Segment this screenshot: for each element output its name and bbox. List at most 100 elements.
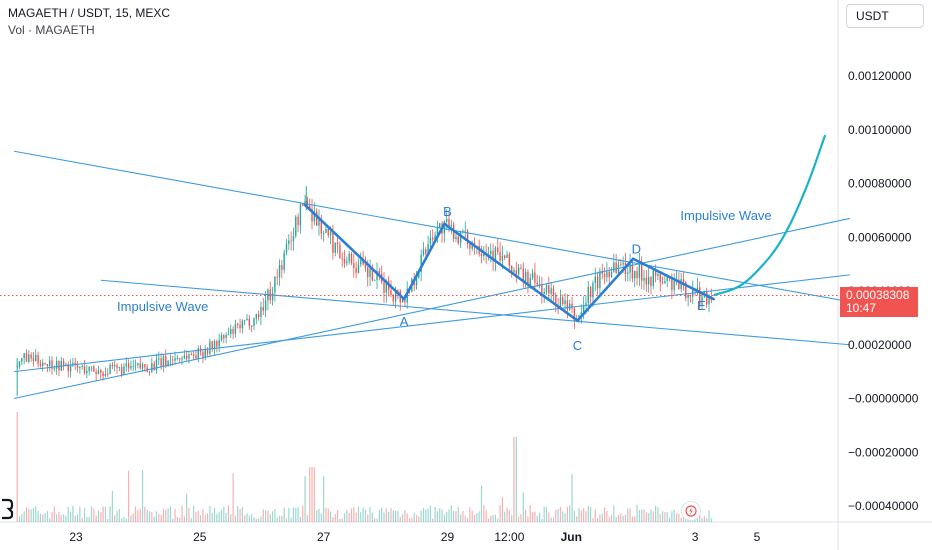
- candle-body: [443, 221, 446, 234]
- volume-bar: [569, 505, 571, 522]
- wave-point-label[interactable]: E: [697, 298, 706, 313]
- candle-body: [536, 282, 538, 285]
- candle-body: [501, 255, 504, 261]
- volume-bar: [592, 518, 594, 522]
- candle-body: [545, 285, 548, 292]
- wave-point-label[interactable]: D: [632, 241, 641, 256]
- volume-bar: [118, 509, 120, 522]
- projection-curve[interactable]: [713, 134, 827, 297]
- y-tick-label: 0.00120000: [848, 69, 912, 83]
- candle-body: [643, 277, 645, 281]
- trendline[interactable]: [100, 279, 850, 346]
- candle-body: [329, 232, 332, 236]
- volume-bar: [610, 515, 613, 522]
- volume-bar: [169, 506, 172, 522]
- wave-annotation[interactable]: Impulsive Wave: [680, 208, 771, 223]
- candle-body: [596, 276, 599, 289]
- candle-body: [327, 228, 329, 236]
- volume-bar: [578, 508, 580, 522]
- volume-bar: [664, 512, 666, 522]
- volume-bar: [562, 511, 564, 522]
- candle-body: [685, 282, 687, 299]
- candle-body: [469, 243, 471, 249]
- candle-body: [673, 281, 675, 290]
- volume-bar: [111, 490, 113, 522]
- candle-body: [274, 276, 276, 293]
- volume-bar: [258, 518, 260, 522]
- candle-body: [357, 264, 360, 273]
- candle-body: [492, 250, 494, 262]
- volume-bar: [32, 507, 35, 522]
- volume-bar: [244, 515, 246, 522]
- abcde-wave-drawing[interactable]: [303, 203, 715, 322]
- volume-bar: [622, 515, 624, 522]
- candle-body: [708, 296, 710, 305]
- flash-button[interactable]: [681, 501, 701, 521]
- candle-body: [218, 340, 220, 347]
- candle-body: [141, 364, 144, 369]
- candle-body: [589, 286, 592, 298]
- candle-body: [107, 373, 109, 375]
- volume-bar: [643, 509, 645, 522]
- plot-area[interactable]: [0, 0, 838, 522]
- volume-bar: [443, 514, 445, 522]
- volume-bar: [97, 510, 100, 522]
- candle-body: [429, 237, 432, 245]
- volume-bar: [710, 518, 712, 522]
- volume-bar: [39, 513, 42, 522]
- candle-body: [348, 253, 350, 262]
- volume-bar: [385, 508, 387, 522]
- volume-bar: [706, 518, 708, 522]
- wave-point-label[interactable]: C: [573, 338, 582, 353]
- volume-bar: [631, 516, 634, 522]
- x-tick-label: Jun: [561, 530, 582, 544]
- currency-button[interactable]: USDT: [846, 4, 924, 28]
- volume-bar: [58, 511, 60, 522]
- volume-bar: [411, 517, 413, 522]
- volume-bar: [193, 505, 195, 522]
- volume-bar: [678, 513, 680, 522]
- volume-bar: [675, 513, 678, 522]
- candle-body: [339, 244, 341, 259]
- volume-bar: [304, 476, 306, 522]
- candle-body: [260, 306, 262, 318]
- candle-body: [315, 211, 318, 226]
- wave-point-label[interactable]: A: [400, 314, 409, 329]
- candle-body: [88, 366, 90, 372]
- volume-bar: [453, 511, 455, 522]
- wave-point-label[interactable]: B: [443, 204, 452, 219]
- candle-body: [167, 360, 169, 366]
- volume-bar: [699, 514, 701, 522]
- candle-body: [125, 363, 128, 367]
- candle-body: [548, 285, 550, 294]
- candle-body: [534, 272, 536, 283]
- volume-bar: [248, 515, 250, 522]
- volume-bar: [378, 510, 380, 522]
- wave-annotation[interactable]: Impulsive Wave: [117, 299, 208, 314]
- candle-body: [367, 267, 369, 277]
- volume-bar: [652, 511, 654, 522]
- candle-body: [306, 200, 309, 206]
- volume-bar: [573, 511, 575, 522]
- volume-bar: [620, 513, 622, 522]
- trendline[interactable]: [14, 274, 850, 373]
- trendline[interactable]: [13, 217, 850, 400]
- volume-bar: [641, 509, 643, 522]
- candle-body: [371, 268, 374, 281]
- volume-bar: [125, 518, 127, 522]
- candle-body: [255, 313, 258, 319]
- candle-body: [510, 265, 513, 273]
- volume-bar: [559, 506, 562, 522]
- volume-bar: [476, 512, 478, 522]
- trendline[interactable]: [13, 150, 850, 303]
- candle-body: [654, 270, 657, 276]
- candle-body: [165, 356, 167, 366]
- volume-bar: [288, 507, 290, 522]
- candle-body: [517, 267, 520, 275]
- candle-body: [76, 365, 79, 368]
- candle-body: [515, 270, 518, 275]
- candle-body: [322, 232, 325, 234]
- candle-body: [638, 262, 641, 279]
- candle-body: [601, 270, 603, 275]
